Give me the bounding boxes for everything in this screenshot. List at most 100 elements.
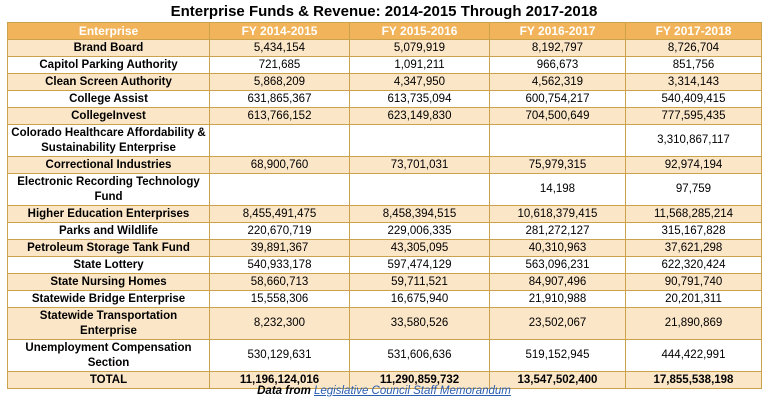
table-row: Parks and Wildlife 220,670,719 229,006,3… bbox=[7, 222, 762, 240]
row-label: Higher Education Enterprises bbox=[7, 205, 210, 223]
cell-value: 75,979,315 bbox=[489, 156, 626, 174]
cell-value: 563,096,231 bbox=[489, 256, 626, 274]
row-label: Correctional Industries bbox=[7, 156, 210, 174]
cell-value: 73,701,031 bbox=[349, 156, 490, 174]
cell-value: 37,621,298 bbox=[625, 239, 762, 257]
table-row: Colorado Healthcare Affordability & Sust… bbox=[7, 124, 762, 157]
row-label: CollegeInvest bbox=[7, 107, 210, 125]
row-label: Parks and Wildlife bbox=[7, 222, 210, 240]
table-title: Enterprise Funds & Revenue: 2014-2015 Th… bbox=[170, 3, 598, 20]
cell-value: 540,933,178 bbox=[209, 256, 350, 274]
cell-value: 90,791,740 bbox=[625, 273, 762, 291]
cell-value bbox=[209, 173, 350, 206]
cell-value: 92,974,194 bbox=[625, 156, 762, 174]
cell-value: 3,314,143 bbox=[625, 73, 762, 91]
cell-value: 5,868,209 bbox=[209, 73, 350, 91]
cell-value: 5,079,919 bbox=[349, 39, 490, 57]
cell-value: 14,198 bbox=[489, 173, 626, 206]
cell-value: 613,766,152 bbox=[209, 107, 350, 125]
row-label: State Nursing Homes bbox=[7, 273, 210, 291]
source-caption: Data from Legislative Council Staff Memo… bbox=[0, 385, 768, 397]
cell-value bbox=[489, 124, 626, 157]
table-row: Capitol Parking Authority 721,685 1,091,… bbox=[7, 56, 762, 74]
table-row: Clean Screen Authority 5,868,209 4,347,9… bbox=[7, 73, 762, 91]
cell-value: 59,711,521 bbox=[349, 273, 490, 291]
cell-value: 315,167,828 bbox=[625, 222, 762, 240]
col-header-enterprise: Enterprise bbox=[7, 22, 210, 40]
table-row: Electronic Recording Technology Fund 14,… bbox=[7, 173, 762, 206]
table-row: Brand Board 5,434,154 5,079,919 8,192,79… bbox=[7, 39, 762, 57]
row-label: Unemployment Compensation Section bbox=[7, 339, 210, 372]
cell-value: 966,673 bbox=[489, 56, 626, 74]
cell-value: 21,910,988 bbox=[489, 290, 626, 308]
table-row: State Lottery 540,933,178 597,474,129 56… bbox=[7, 256, 762, 274]
row-label: State Lottery bbox=[7, 256, 210, 274]
cell-value: 15,558,306 bbox=[209, 290, 350, 308]
cell-value bbox=[209, 124, 350, 157]
table-row: Unemployment Compensation Section 530,12… bbox=[7, 339, 762, 372]
cell-value: 8,455,491,475 bbox=[209, 205, 350, 223]
cell-value: 68,900,760 bbox=[209, 156, 350, 174]
table-row: State Nursing Homes 58,660,713 59,711,52… bbox=[7, 273, 762, 291]
row-label: Electronic Recording Technology Fund bbox=[7, 173, 210, 206]
total-value: 13,547,502,400 bbox=[489, 371, 626, 389]
cell-value: 623,149,830 bbox=[349, 107, 490, 125]
table-row: Statewide Bridge Enterprise 15,558,306 1… bbox=[7, 290, 762, 308]
cell-value: 5,434,154 bbox=[209, 39, 350, 57]
total-value: 11,196,124,016 bbox=[209, 371, 350, 389]
cell-value: 8,232,300 bbox=[209, 307, 350, 340]
cell-value: 97,759 bbox=[625, 173, 762, 206]
col-header-fy2015: FY 2015-2016 bbox=[349, 22, 490, 40]
cell-value: 851,756 bbox=[625, 56, 762, 74]
cell-value: 39,891,367 bbox=[209, 239, 350, 257]
source-link[interactable]: Legislative Council Staff Memorandum bbox=[314, 385, 511, 397]
cell-value: 444,422,991 bbox=[625, 339, 762, 372]
cell-value: 58,660,713 bbox=[209, 273, 350, 291]
cell-value: 33,580,526 bbox=[349, 307, 490, 340]
table-row: Higher Education Enterprises 8,455,491,4… bbox=[7, 205, 762, 223]
cell-value: 4,347,950 bbox=[349, 73, 490, 91]
cell-value bbox=[349, 124, 490, 157]
cell-value: 8,192,797 bbox=[489, 39, 626, 57]
total-value: 11,290,859,732 bbox=[349, 371, 490, 389]
cell-value: 8,726,704 bbox=[625, 39, 762, 57]
row-label: Statewide Transportation Enterprise bbox=[7, 307, 210, 340]
cell-value: 600,754,217 bbox=[489, 90, 626, 108]
table-row: College Assist 631,865,367 613,735,094 6… bbox=[7, 90, 762, 108]
row-label: Petroleum Storage Tank Fund bbox=[7, 239, 210, 257]
table-row: Statewide Transportation Enterprise 8,23… bbox=[7, 307, 762, 340]
row-label: Clean Screen Authority bbox=[7, 73, 210, 91]
cell-value: 531,606,636 bbox=[349, 339, 490, 372]
cell-value: 1,091,211 bbox=[349, 56, 490, 74]
cell-value: 631,865,367 bbox=[209, 90, 350, 108]
table-row: CollegeInvest 613,766,152 623,149,830 70… bbox=[7, 107, 762, 125]
cell-value: 8,458,394,515 bbox=[349, 205, 490, 223]
cell-value: 622,320,424 bbox=[625, 256, 762, 274]
cell-value: 613,735,094 bbox=[349, 90, 490, 108]
cell-value: 540,409,415 bbox=[625, 90, 762, 108]
cell-value: 704,500,649 bbox=[489, 107, 626, 125]
row-label: College Assist bbox=[7, 90, 210, 108]
table-row: Petroleum Storage Tank Fund 39,891,367 4… bbox=[7, 239, 762, 257]
header-row: Enterprise FY 2014-2015 FY 2015-2016 FY … bbox=[7, 22, 762, 40]
row-label: Capitol Parking Authority bbox=[7, 56, 210, 74]
cell-value: 40,310,963 bbox=[489, 239, 626, 257]
col-header-fy2016: FY 2016-2017 bbox=[489, 22, 626, 40]
cell-value bbox=[349, 173, 490, 206]
cell-value: 4,562,319 bbox=[489, 73, 626, 91]
cell-value: 21,890,869 bbox=[625, 307, 762, 340]
cell-value: 229,006,335 bbox=[349, 222, 490, 240]
caption-prefix: Data from bbox=[257, 385, 314, 397]
row-label: Brand Board bbox=[7, 39, 210, 57]
total-label: TOTAL bbox=[7, 371, 210, 389]
cell-value: 16,675,940 bbox=[349, 290, 490, 308]
cell-value: 10,618,379,415 bbox=[489, 205, 626, 223]
row-label: Colorado Healthcare Affordability & Sust… bbox=[7, 124, 210, 157]
total-value: 17,855,538,198 bbox=[625, 371, 762, 389]
cell-value: 519,152,945 bbox=[489, 339, 626, 372]
col-header-fy2014: FY 2014-2015 bbox=[209, 22, 350, 40]
cell-value: 11,568,285,214 bbox=[625, 205, 762, 223]
cell-value: 20,201,311 bbox=[625, 290, 762, 308]
col-header-fy2017: FY 2017-2018 bbox=[625, 22, 762, 40]
